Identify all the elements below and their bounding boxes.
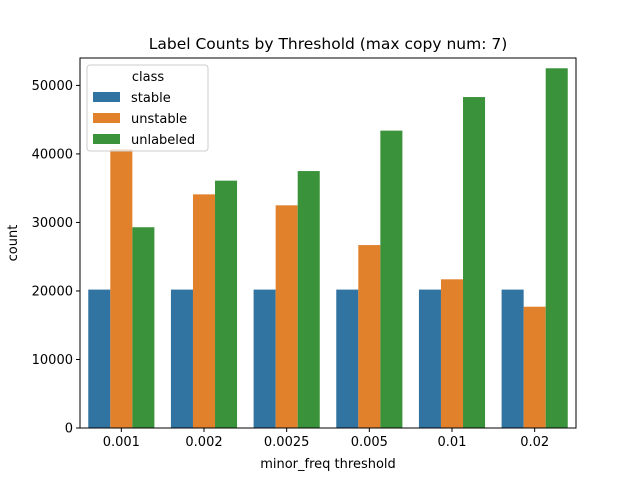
bar-unlabeled-0.005 — [380, 130, 403, 428]
y-axis-ticks: 0 10000 20000 30000 40000 50000 — [32, 79, 80, 437]
bar-unstable-0.002 — [192, 194, 216, 428]
x-tick-label: 0.001 — [103, 435, 140, 450]
chart-title: Label Counts by Threshold (max copy num:… — [149, 35, 508, 53]
x-tick-label: 0.005 — [351, 435, 388, 450]
x-tick-label: 0.0025 — [264, 435, 310, 450]
y-tick-label: 50000 — [32, 79, 73, 94]
y-tick-label: 0 — [65, 422, 73, 437]
y-tick-label: 40000 — [32, 147, 73, 162]
bars-group — [88, 68, 568, 429]
legend-swatch-unlabeled — [93, 134, 120, 144]
legend-label-unlabeled: unlabeled — [131, 133, 195, 148]
bar-stable-0.002 — [170, 289, 193, 428]
y-axis-label: count — [6, 225, 21, 262]
bar-unlabeled-0.0025 — [297, 171, 320, 429]
legend-swatch-stable — [93, 92, 120, 102]
bar-unlabeled-0.01 — [463, 97, 486, 429]
bar-stable-0.01 — [418, 289, 441, 428]
bar-unstable-0.0025 — [275, 205, 298, 428]
x-axis-ticks: 0.001 0.002 0.0025 0.005 0.01 0.02 — [103, 428, 549, 450]
x-tick-label: 0.02 — [520, 435, 549, 450]
x-axis-label: minor_freq threshold — [260, 457, 396, 472]
bar-unstable-0.005 — [358, 245, 381, 428]
bar-stable-0.0025 — [253, 289, 276, 428]
bar-stable-0.005 — [336, 289, 359, 428]
legend-swatch-unstable — [93, 113, 120, 123]
bar-unstable-0.02 — [523, 306, 546, 428]
legend-label-stable: stable — [131, 91, 171, 106]
legend: class stable unstable unlabeled — [86, 64, 209, 152]
plot-frame — [79, 57, 577, 429]
bar-unstable-0.01 — [440, 279, 464, 428]
bar-unlabeled-0.002 — [215, 180, 238, 428]
legend-label-unstable: unstable — [131, 112, 187, 127]
x-tick-label: 0.002 — [185, 435, 222, 450]
legend-frame — [86, 64, 209, 152]
bar-unlabeled-0.02 — [545, 68, 568, 429]
bar-unstable-0.001 — [110, 149, 133, 428]
legend-title: class — [132, 70, 164, 85]
y-tick-label: 30000 — [32, 216, 73, 231]
bar-stable-0.02 — [501, 289, 524, 428]
x-tick-label: 0.01 — [438, 435, 467, 450]
y-tick-label: 20000 — [32, 284, 73, 299]
bar-unlabeled-0.001 — [132, 227, 155, 428]
bar-stable-0.001 — [88, 289, 111, 428]
y-tick-label: 10000 — [32, 353, 73, 368]
